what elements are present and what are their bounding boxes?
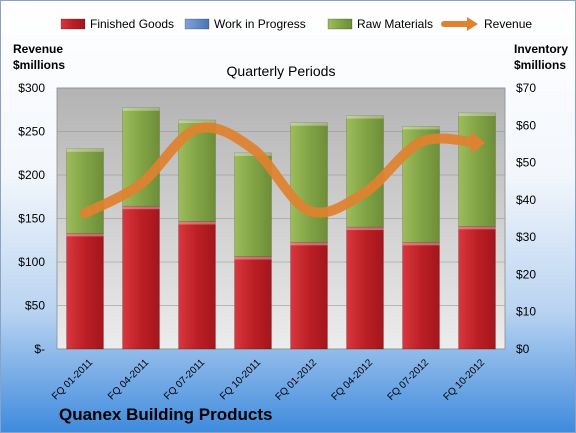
left-tick-label: $50 bbox=[25, 299, 45, 313]
right-tick-label: $40 bbox=[516, 193, 536, 207]
bar-top-highlight bbox=[122, 206, 160, 210]
right-tick-label: $30 bbox=[516, 230, 536, 244]
revenue-line-arrowhead bbox=[470, 131, 485, 154]
axis-titles: Quarterly Periods Revenue $millions Invento… bbox=[13, 42, 568, 79]
x-tick-label: FQ 10-2011 bbox=[218, 357, 263, 402]
bar-finished-goods bbox=[346, 226, 384, 350]
bar-top-highlight bbox=[66, 148, 104, 152]
bar-finished-goods bbox=[402, 242, 440, 350]
x-tick-label: FQ 01-2012 bbox=[274, 357, 320, 403]
legend-label: Revenue bbox=[484, 17, 532, 31]
bar-raw-materials bbox=[178, 119, 216, 222]
right-tick-label: $0 bbox=[516, 342, 530, 356]
revenue-line bbox=[80, 122, 485, 219]
right-tick-label: $20 bbox=[516, 267, 536, 281]
bar-top-highlight bbox=[122, 107, 160, 111]
bar-raw-materials bbox=[290, 122, 328, 243]
x-tick-label: FQ 10-2012 bbox=[442, 357, 488, 403]
legend-swatch-work-in-progress bbox=[184, 18, 210, 30]
legend-swatch-arrow bbox=[467, 17, 478, 31]
right-tick-label: $70 bbox=[516, 81, 536, 95]
x-tick-label: FQ 07-2011 bbox=[162, 357, 207, 402]
bar-raw-materials bbox=[66, 148, 104, 234]
bar-raw-materials bbox=[346, 115, 384, 228]
right-tick-label: $60 bbox=[516, 118, 536, 132]
bar-top-highlight bbox=[234, 256, 272, 260]
bar-finished-goods bbox=[66, 233, 104, 350]
left-tick-label: $200 bbox=[18, 168, 45, 182]
bar-top-highlight bbox=[178, 120, 216, 124]
bar-finished-goods bbox=[234, 256, 272, 350]
left-tick-label: $150 bbox=[18, 212, 45, 226]
right-tick-label: $50 bbox=[516, 156, 536, 170]
bar-top-highlight bbox=[402, 126, 440, 130]
bar-finished-goods bbox=[122, 205, 160, 350]
legend: Finished Goods Work in Progress Raw Materi… bbox=[60, 17, 532, 31]
bar-finished-goods bbox=[458, 226, 496, 350]
bar-raw-materials bbox=[458, 112, 496, 227]
company-name: Quanex Building Products bbox=[59, 405, 273, 424]
right-axis-label: $millions bbox=[514, 58, 566, 72]
revenue-line-path bbox=[80, 122, 482, 219]
left-tick-label: $100 bbox=[18, 255, 45, 269]
x-tick-label: FQ 01-2011 bbox=[50, 357, 95, 402]
bar-top-highlight bbox=[178, 221, 216, 225]
left-tick-label: $- bbox=[34, 342, 45, 356]
x-tick-label: FQ 04-2012 bbox=[330, 357, 376, 403]
right-tick-label: $10 bbox=[516, 305, 536, 319]
left-axis-label: Revenue bbox=[13, 42, 63, 56]
bar-top-highlight bbox=[346, 115, 384, 119]
chart-title: Quarterly Periods bbox=[227, 63, 336, 79]
bar-top-highlight bbox=[66, 233, 104, 237]
bar-finished-goods bbox=[178, 221, 216, 350]
left-tick-label: $300 bbox=[18, 81, 45, 95]
bar-top-highlight bbox=[458, 226, 496, 230]
bars bbox=[66, 107, 496, 350]
bar-finished-goods bbox=[290, 242, 328, 350]
bar-top-highlight bbox=[402, 242, 440, 246]
left-tick-label: $250 bbox=[18, 125, 45, 139]
bar-top-highlight bbox=[290, 242, 328, 246]
legend-label: Finished Goods bbox=[90, 17, 174, 31]
bar-top-highlight bbox=[290, 122, 328, 126]
left-axis-label: $millions bbox=[13, 58, 65, 72]
x-tick-label: FQ 07-2012 bbox=[386, 357, 432, 403]
bar-raw-materials bbox=[234, 152, 272, 257]
legend-label: Work in Progress bbox=[214, 17, 306, 31]
right-axis-label: Inventory bbox=[514, 42, 568, 56]
legend-label: Raw Materials bbox=[357, 17, 433, 31]
legend-swatch-raw-materials bbox=[327, 18, 353, 30]
x-tick-label: FQ 04-2011 bbox=[106, 357, 151, 402]
legend-swatch-finished-goods bbox=[60, 18, 86, 30]
bar-top-highlight bbox=[346, 227, 384, 231]
bar-top-highlight bbox=[458, 112, 496, 116]
